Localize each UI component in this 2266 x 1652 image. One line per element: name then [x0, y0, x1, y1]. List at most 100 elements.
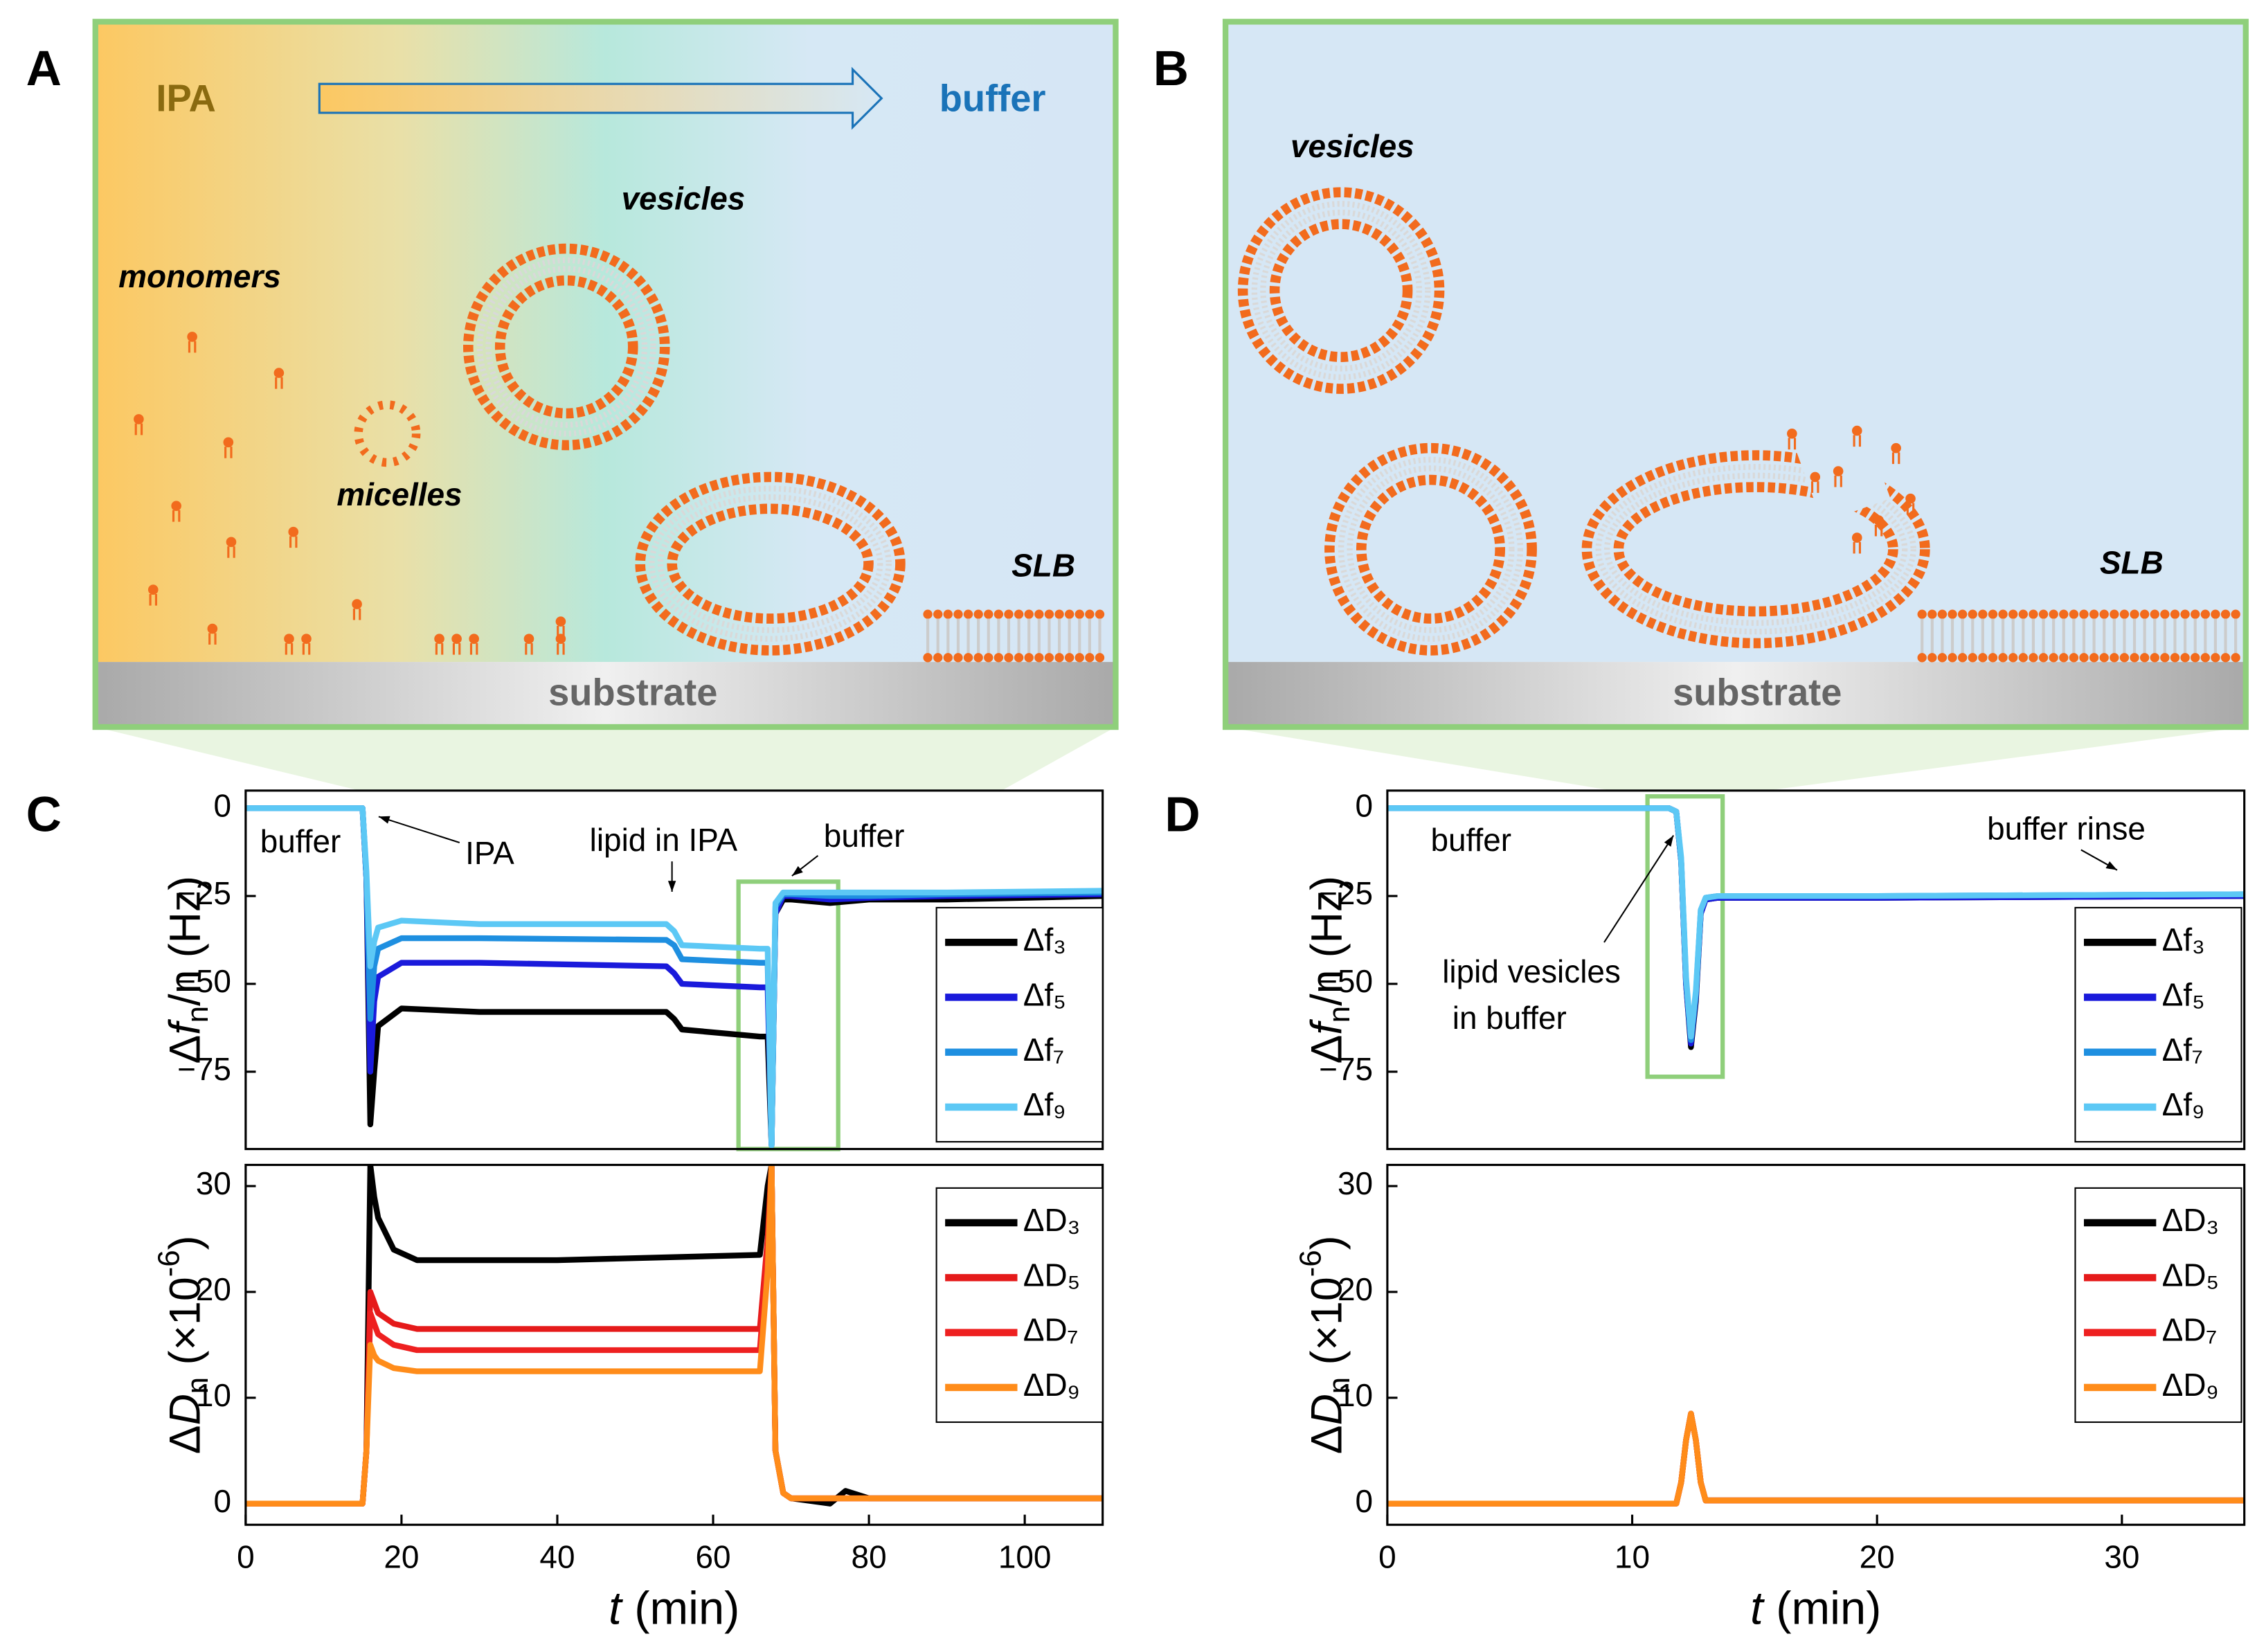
annotation: lipid vesicles: [1442, 953, 1621, 989]
bilayer-leaflet: [657, 494, 883, 634]
arrow: [318, 66, 883, 130]
lipid-head: [1988, 653, 1998, 663]
lipid-head: [1004, 653, 1014, 663]
bilayer-leaflet: [1603, 472, 1908, 626]
y-axis-label-part: D: [161, 1394, 209, 1425]
lipid-head: [352, 599, 362, 609]
series-line: [245, 1165, 1103, 1507]
lipid-head: [1095, 609, 1105, 619]
lipid-head: [2008, 653, 2018, 663]
lipid-head: [2150, 609, 2159, 619]
monomer: [147, 584, 159, 606]
lipid-head: [1957, 609, 1968, 619]
supported-bilayer: [923, 609, 1105, 663]
lipid-head: [2119, 609, 2130, 619]
label: substrate: [548, 671, 717, 713]
lipid-head: [1891, 442, 1901, 454]
y-axis-label-part: -6: [152, 1250, 186, 1277]
buffer-background: [1225, 21, 2246, 663]
y-tick-label: 0: [1355, 1483, 1373, 1519]
lipid-tail: [285, 643, 294, 655]
y-tick-label: 0: [213, 1483, 231, 1519]
label: SLB: [2100, 544, 2164, 580]
lipid-tail: [1834, 475, 1842, 487]
lipid-head: [1988, 609, 1998, 619]
lipid-head: [1810, 472, 1821, 483]
lipid-tail: [525, 643, 533, 655]
series-line: [245, 805, 1103, 1149]
lipid-head: [1948, 609, 1957, 619]
lipid-head: [1085, 609, 1095, 619]
lipid-head: [2130, 653, 2139, 663]
legend-label: ΔD₉: [1023, 1367, 1080, 1403]
lipid-head: [1004, 609, 1014, 619]
x-tick-label: 20: [384, 1538, 419, 1574]
panel-a: IPA buffer vesicles monomers micelles SL…: [92, 19, 1119, 730]
bilayer-leaflet: [1237, 187, 1445, 394]
series-group: [1387, 805, 2245, 1050]
lipid-head: [2139, 609, 2150, 619]
y-axis-label-part: f: [161, 1019, 209, 1035]
lipid-head: [1833, 466, 1844, 476]
label: monomers: [118, 258, 281, 294]
lipid-head: [2069, 609, 2079, 619]
legend-label: Δf₉: [2162, 1086, 2205, 1122]
lipid-tail: [1810, 481, 1819, 493]
y-axis-label: ΔDn (×10-6): [152, 1235, 215, 1454]
lipid-head: [943, 653, 953, 663]
lipid-head: [2059, 653, 2069, 663]
label: SLB: [1011, 548, 1075, 584]
y-axis-label-part: -6: [1293, 1250, 1327, 1277]
y-tick-label: −50: [177, 963, 231, 999]
legend-label: Δf₃: [2162, 922, 2205, 958]
lipid-tail: [208, 633, 217, 645]
label: buffer: [939, 78, 1046, 120]
y-tick-label: 0: [213, 787, 231, 823]
lipid-head: [2200, 609, 2211, 619]
lipid-head: [984, 653, 993, 663]
x-tick-label: 0: [1378, 1538, 1396, 1574]
y-axis-label: ΔDn (×10-6): [1293, 1235, 1356, 1454]
lipid-head: [1998, 653, 2008, 663]
monomer: [469, 634, 479, 655]
monomer: [288, 526, 299, 548]
lipid-head: [2049, 653, 2058, 663]
lipid-head: [2220, 653, 2231, 663]
monomer: [352, 599, 362, 620]
panel-label: B: [1153, 42, 1189, 96]
lipid-head: [2038, 653, 2049, 663]
y-axis-label-part: n: [181, 1006, 215, 1023]
arrow-head: [378, 816, 390, 824]
y-axis-label-part: ): [161, 1235, 209, 1250]
annotation: in buffer: [1453, 1000, 1567, 1036]
y-axis-label-part: Δ: [161, 1035, 209, 1064]
lipid-tail: [149, 593, 158, 606]
x-axis-label-part: (min): [1763, 1583, 1882, 1634]
x-axis-label-part: t: [609, 1583, 623, 1634]
lipid-head: [2008, 609, 2018, 619]
lipid-head: [2110, 653, 2119, 663]
substrate: [95, 662, 1116, 728]
panel-frame: [1222, 19, 2249, 730]
lipid-tail: [469, 643, 478, 655]
lipid-head: [2180, 609, 2190, 619]
vesicle: [1581, 450, 1930, 649]
lipid-head: [993, 609, 1004, 619]
panel-label: A: [26, 42, 62, 96]
lipid-head: [1074, 609, 1084, 619]
y-axis-label-part: /n (Hz): [1302, 876, 1351, 1006]
monomer: [1905, 493, 1916, 515]
label: vesicles: [1291, 128, 1414, 164]
lipid-head: [1978, 653, 1988, 663]
y-tick-label: −25: [177, 875, 231, 911]
lipid-head: [2110, 609, 2119, 619]
lipid-head: [2231, 609, 2240, 619]
y-axis-label-part: Δ: [161, 1425, 209, 1454]
legend-label: Δf₅: [1023, 976, 1066, 1012]
bilayer-leaflet: [1251, 201, 1431, 381]
lipid-tail: [289, 536, 298, 548]
series-group: [245, 1165, 1103, 1507]
vesicle: [635, 472, 906, 656]
lipid-head: [469, 634, 479, 644]
lipid-head: [2191, 609, 2200, 619]
